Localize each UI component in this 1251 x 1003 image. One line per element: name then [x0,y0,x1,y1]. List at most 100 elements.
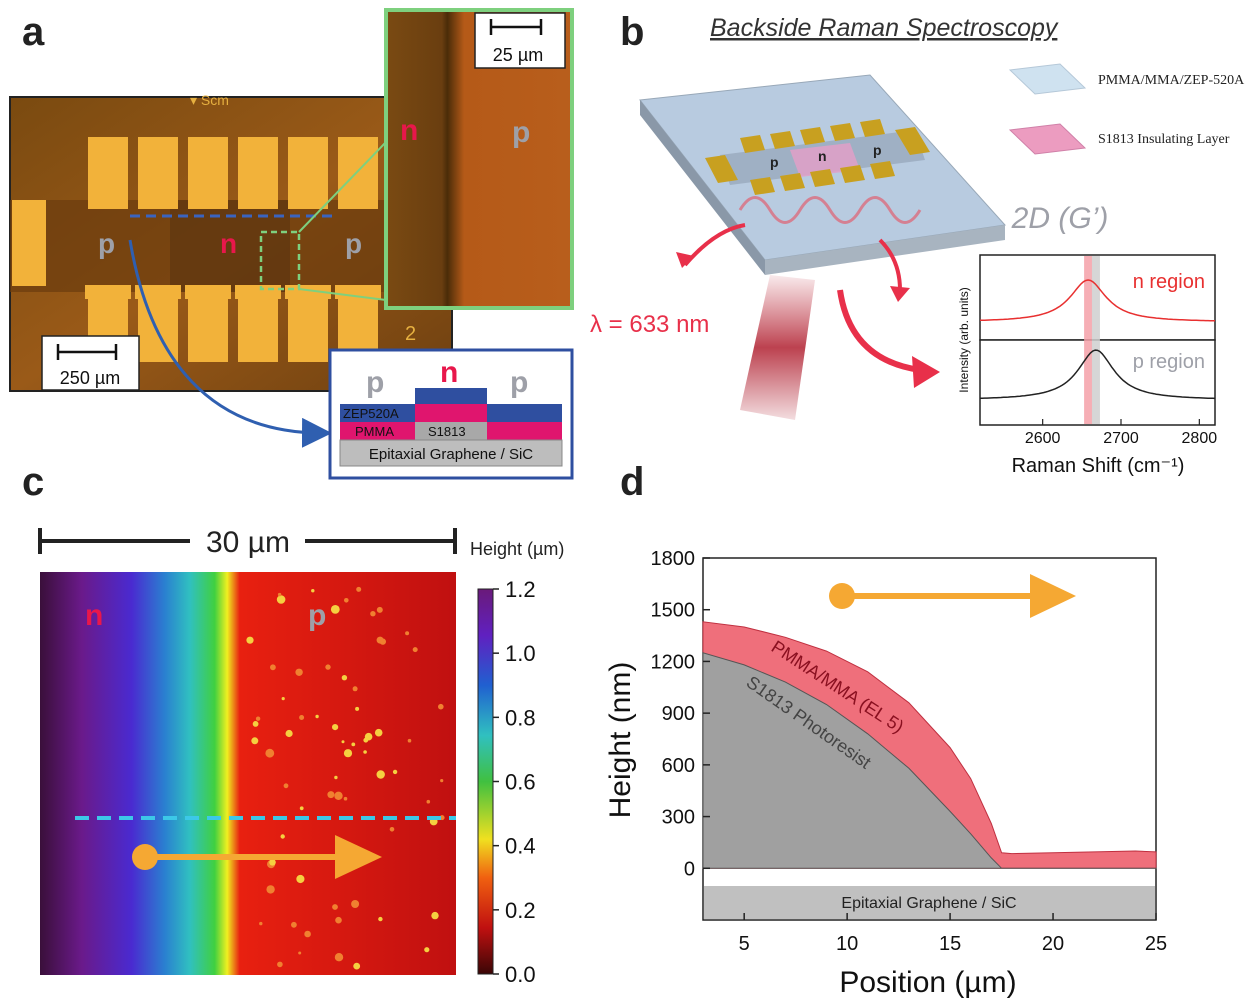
schematic-p-right: p [510,366,528,399]
afm-particle [363,750,367,754]
afm-particle [246,636,254,644]
afm-particle [315,714,319,719]
height-ytick-label-2: 600 [662,755,695,777]
scale-inset-text: 25 µm [493,45,543,65]
raman-xlabel: Raman Shift (cm⁻¹) [1012,455,1185,477]
raman-series-1 [979,349,1216,400]
inset-label-p: p [512,116,530,149]
afm-particle [412,647,418,653]
afm-particle [438,703,444,710]
contact-pads-top [88,137,378,209]
afm-particle [344,598,349,603]
afm-particle [376,606,383,613]
afm-image: n p [40,572,456,975]
substrate-band [704,886,1155,919]
svg-text:▾ Scm: ▾ Scm [190,92,229,108]
height-series-1 [702,652,1157,869]
afm-particle [334,953,344,962]
afm-particle [311,589,315,593]
inset-label-n: n [400,114,418,147]
arrow-to-schematic [128,239,332,448]
afm-particle [296,874,305,884]
afm-particle [343,749,353,758]
laser-wavelength: λ = 633 nm [590,311,709,338]
panel-b-title: Backside Raman Spectroscopy [710,14,1059,42]
afm-particle [283,783,289,789]
series-label-p: p region [1133,351,1205,373]
afm-particle [334,791,343,800]
colorbar-tick-label-1: 1.0 [505,641,536,666]
raman-series-0 [980,279,1216,322]
afm-particle [389,827,395,832]
afm-particle [424,947,430,953]
afm-particle [332,724,339,731]
afm-particle [330,605,340,614]
substrate-label-a: Epitaxial Graphene / SiC [369,446,533,463]
zoom-box [259,230,301,291]
height-ylabel: Height (nm) [604,662,637,819]
height-xtick-label-2: 15 [939,933,961,955]
height-ytick-label-6: 1800 [651,548,696,570]
height-xlabel: Position (µm) [839,966,1016,999]
afm-label-p: p [308,599,326,632]
panel-a-micrograph: ▾ Scm 2 p n p 250 µm [9,92,453,392]
afm-particle [405,631,410,636]
layer-s1813-label: S1813 [428,424,466,439]
afm-particle [280,834,285,839]
label-n-mid: n [220,228,237,259]
afm-particle [325,664,331,670]
colorbar-tick-label-2: 0.8 [505,705,536,730]
device-n: n [818,148,827,164]
afm-particle [285,729,293,738]
colorbar-title: Height (µm) [470,539,564,559]
afm-label-n: n [85,599,103,632]
afm-particle [332,904,338,910]
afm-particle [266,885,275,894]
raman-band-0 [1084,256,1093,424]
peak-label: 2D (G’) [1011,202,1109,235]
afm-particle [281,697,285,701]
panel-a-inset: 25 µm n p [384,8,574,310]
afm-particle [343,796,348,801]
panel-b-legend: PMMA/MMA/ZEP-520A S1813 Insulating Layer [1008,63,1245,155]
afm-particle [440,779,444,783]
afm-particle [407,738,412,743]
substrate-label-d: Epitaxial Graphene / SiC [841,895,1016,912]
afm-particle [276,595,286,604]
afm-particle [265,748,275,758]
layer-pmma-label: PMMA [355,424,394,439]
afm-particle [255,716,261,721]
afm-particle [355,706,360,711]
afm-particle [351,900,360,908]
device-p-left: p [770,154,779,170]
laser-beam [740,275,815,420]
afm-particle [431,911,439,920]
raman-xtick-label-0: 2600 [1025,430,1061,447]
label-p-left: p [98,228,115,259]
afm-particle [341,740,345,744]
afm-particle [304,930,311,938]
raman-xtick-label-1: 2700 [1103,430,1139,447]
afm-particle [376,770,385,779]
panel-a-label: a [22,10,45,54]
raman-xtick-label-2: 2800 [1182,430,1218,447]
panel-c-label: c [22,460,44,504]
height-ytick-label-3: 900 [662,703,695,725]
afm-particle [351,742,356,747]
panel-c-scalebar: 30 µm [38,526,457,559]
afm-particle [299,715,305,720]
afm-particle [364,732,373,741]
afm-particle [270,664,276,671]
afm-particle [327,791,335,799]
label-p-right: p [345,228,362,259]
side-pad-left [12,200,46,286]
layer-zep [340,404,415,422]
device-p-right: p [873,142,882,158]
afm-particle [356,586,362,592]
raman-chart: 2600 2700 2800 n region p region Raman Shi… [957,254,1218,477]
afm-particle [277,592,282,597]
schematic-p-left: p [366,366,384,399]
height-xtick-label-0: 5 [739,933,750,955]
afm-arrow-head [335,835,382,879]
afm-particle [299,806,304,811]
